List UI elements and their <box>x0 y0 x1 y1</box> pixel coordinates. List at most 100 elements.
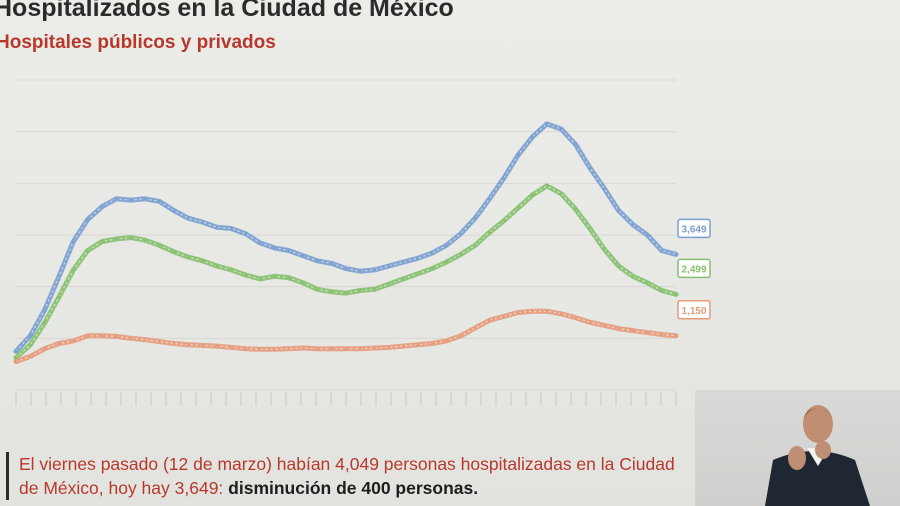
data-point-no_intubados <box>186 343 190 347</box>
data-point-intubados <box>316 288 319 291</box>
data-point-intubados <box>373 288 377 291</box>
data-point-total <box>387 264 391 268</box>
data-point-total <box>603 187 606 190</box>
caption-text: El viernes pasado (12 de marzo) habían 4… <box>6 452 699 500</box>
data-point-no_intubados <box>100 334 104 338</box>
data-point-no_intubados <box>258 348 262 351</box>
x-axis-ticks <box>15 392 677 406</box>
data-point-no_intubados <box>344 347 348 351</box>
data-point-total <box>430 251 434 255</box>
data-point-total <box>646 233 649 237</box>
data-point-intubados <box>559 192 563 195</box>
data-point-no_intubados <box>43 347 46 351</box>
data-point-no_intubados <box>129 337 133 340</box>
data-point-total <box>445 244 448 247</box>
data-point-total <box>473 216 477 220</box>
data-point-no_intubados <box>14 360 18 363</box>
data-point-no_intubados <box>588 320 592 324</box>
data-point-total <box>459 232 463 235</box>
chart-grid <box>16 79 676 391</box>
data-point-no_intubados <box>301 346 305 350</box>
data-point-no_intubados <box>402 344 405 348</box>
data-point-no_intubados <box>201 344 204 347</box>
data-point-total <box>29 334 32 338</box>
data-point-no_intubados <box>459 334 463 338</box>
data-point-intubados <box>201 259 204 263</box>
data-point-total <box>574 143 577 146</box>
data-point-total <box>402 260 405 264</box>
sign-language-interpreter-video <box>695 390 900 506</box>
data-point-no_intubados <box>359 347 362 351</box>
data-point-intubados <box>172 250 176 254</box>
data-point-total <box>186 216 190 220</box>
data-point-intubados <box>330 290 334 294</box>
data-point-intubados <box>143 238 147 242</box>
data-point-total <box>158 200 161 203</box>
end-label-box-intubados <box>677 258 711 279</box>
data-point-no_intubados <box>603 324 606 327</box>
data-point-total <box>330 262 334 265</box>
data-point-intubados <box>43 321 46 325</box>
caption-main: El viernes pasado (12 de marzo) habían 4… <box>19 454 675 498</box>
data-point-total <box>674 253 678 256</box>
data-point-no_intubados <box>516 311 520 314</box>
end-label-total: 3,649 <box>681 224 706 235</box>
data-point-total <box>72 240 75 243</box>
data-point-total <box>229 227 233 230</box>
data-point-no_intubados <box>545 309 549 313</box>
data-point-total <box>273 246 276 250</box>
data-point-intubados <box>158 244 161 247</box>
data-point-no_intubados <box>646 331 649 334</box>
data-point-total <box>660 249 663 252</box>
data-point-intubados <box>459 253 463 256</box>
data-point-intubados <box>588 227 592 230</box>
data-point-intubados <box>545 184 549 188</box>
data-point-total <box>86 218 89 221</box>
hospitalization-chart: 3,649 2,499 1,150 <box>13 79 711 406</box>
data-point-intubados <box>646 281 649 285</box>
data-point-no_intubados <box>57 342 61 345</box>
data-point-intubados <box>531 193 534 197</box>
data-point-no_intubados <box>115 335 118 338</box>
data-point-no_intubados <box>445 339 448 343</box>
data-point-intubados <box>359 289 362 292</box>
data-point-total <box>631 223 635 226</box>
data-point-no_intubados <box>660 333 663 336</box>
data-point-total <box>545 122 549 126</box>
data-point-total <box>316 259 319 263</box>
interpreter-figure <box>765 405 870 506</box>
data-point-no_intubados <box>416 343 420 347</box>
data-point-no_intubados <box>273 348 276 351</box>
data-point-no_intubados <box>215 344 219 348</box>
data-point-total <box>344 267 348 270</box>
data-point-total <box>201 220 204 224</box>
data-point-total <box>287 249 290 252</box>
data-point-intubados <box>603 247 606 251</box>
data-point-no_intubados <box>387 346 391 349</box>
data-point-total <box>100 205 104 208</box>
data-point-total <box>115 197 118 201</box>
data-point-intubados <box>86 249 89 252</box>
data-point-total <box>43 308 46 312</box>
data-point-intubados <box>473 244 477 247</box>
data-point-no_intubados <box>617 327 620 330</box>
data-point-no_intubados <box>229 346 233 349</box>
data-point-total <box>488 197 491 201</box>
data-point-intubados <box>631 275 635 278</box>
data-point-total <box>617 209 620 212</box>
data-point-no_intubados <box>72 339 75 343</box>
data-point-no_intubados <box>488 319 491 322</box>
chart-subtitle: Hospitales públicos y privados <box>0 32 276 53</box>
data-point-no_intubados <box>86 334 89 338</box>
data-point-intubados <box>674 293 678 296</box>
data-point-intubados <box>502 219 506 223</box>
data-point-no_intubados <box>531 309 534 313</box>
data-point-total <box>531 135 534 139</box>
data-point-intubados <box>72 268 75 272</box>
data-point-intubados <box>287 276 290 279</box>
data-point-no_intubados <box>473 326 477 330</box>
data-point-total <box>172 209 176 212</box>
data-point-total <box>301 254 305 257</box>
data-point-total <box>502 176 506 180</box>
chart-title: Hospitalizados en la Ciudad de México <box>0 0 454 22</box>
